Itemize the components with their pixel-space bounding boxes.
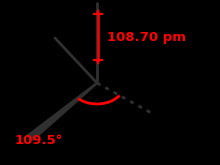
Text: 108.70 pm: 108.70 pm	[107, 31, 186, 44]
Text: 109.5°: 109.5°	[15, 133, 63, 147]
Polygon shape	[97, 60, 99, 64]
Polygon shape	[27, 83, 97, 140]
Polygon shape	[97, 10, 99, 14]
